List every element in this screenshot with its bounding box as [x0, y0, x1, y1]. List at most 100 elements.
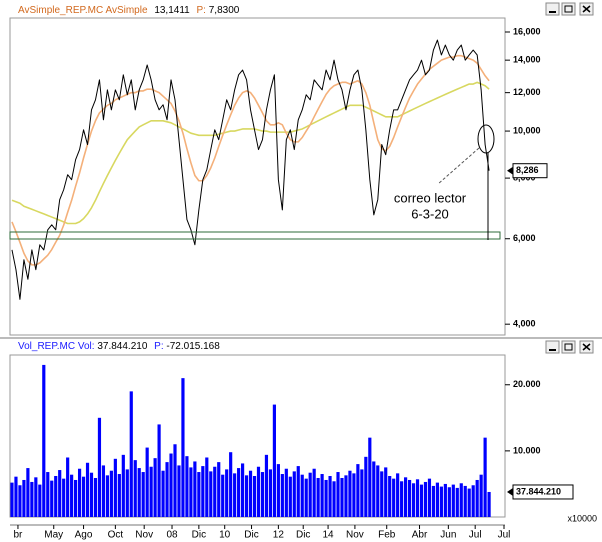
volume-bar	[169, 453, 173, 517]
volume-bar	[296, 466, 300, 517]
price-layer	[11, 39, 490, 300]
volume-bar	[22, 479, 26, 517]
volume-bar	[439, 486, 443, 517]
highlight-ellipse	[477, 124, 495, 154]
volume-bar	[451, 484, 455, 517]
last-value-label: 8,286	[516, 165, 539, 175]
restore-button[interactable]	[561, 2, 576, 16]
volume-bar	[121, 454, 125, 517]
volume-bar	[316, 477, 320, 517]
volume-bar	[411, 483, 416, 517]
volume-bar	[93, 477, 98, 517]
volume-bar	[252, 476, 257, 517]
price-line	[11, 39, 490, 300]
volume-bar	[105, 475, 109, 517]
minimize-button[interactable]	[545, 2, 560, 16]
volume-bar	[396, 473, 400, 517]
volume-bar	[380, 471, 384, 517]
header-p-value: -72.015.168	[166, 341, 220, 352]
volume-bar	[165, 462, 169, 517]
y-tick-label: 10.000	[513, 445, 541, 455]
volume-bar	[46, 472, 50, 517]
price-window-buttons	[545, 2, 594, 16]
volume-bar	[225, 469, 229, 517]
volume-bar	[324, 479, 328, 517]
volume-bar	[77, 468, 82, 517]
pointer-line	[437, 147, 480, 185]
volume-bar	[308, 472, 312, 517]
header-name: AvSimple_REP.MC	[18, 5, 103, 16]
moving-average-line	[11, 54, 490, 266]
volume-bar	[360, 469, 364, 517]
volume-bar	[364, 456, 368, 517]
y-tick-label: 6,000	[513, 233, 536, 243]
volume-bar	[328, 476, 332, 517]
volume-bar	[256, 466, 261, 517]
volume-bar	[344, 475, 348, 517]
volume-bar	[467, 488, 471, 517]
volume-bar	[459, 483, 463, 517]
volume-bar	[26, 468, 30, 517]
volume-bar	[483, 437, 487, 517]
volume-bar	[479, 474, 483, 517]
volume-bar	[38, 484, 42, 517]
volume-layer	[10, 364, 491, 517]
volume-bar	[62, 478, 66, 517]
volume-bar	[30, 481, 34, 517]
volume-bar	[463, 485, 467, 517]
volume-bar	[400, 481, 404, 517]
volume-bar	[74, 479, 78, 517]
y-tick-label: 10,000	[513, 125, 541, 135]
volume-bar	[419, 484, 424, 517]
volume-bar	[129, 391, 133, 517]
restore-button[interactable]	[561, 340, 576, 354]
x-tick-label: Ago	[75, 530, 93, 541]
price-plot-frame	[9, 17, 506, 336]
minimize-button[interactable]	[545, 340, 560, 354]
volume-bar	[332, 481, 336, 517]
volume-bar	[264, 454, 269, 517]
volume-bar	[221, 474, 225, 517]
volume-bar	[101, 465, 106, 517]
header-name: Vol_REP.MC	[18, 341, 75, 352]
volume-bar	[173, 444, 177, 517]
volume-bar	[54, 476, 58, 517]
x-tick-label: Abr	[412, 530, 428, 541]
volume-bar	[320, 474, 324, 517]
volume-bar	[197, 472, 201, 517]
volume-bar	[209, 471, 213, 517]
volume-bar	[229, 452, 233, 517]
volume-bar	[376, 465, 380, 517]
price-header: AvSimple_REP.MC AvSimple 13,1411 P: 7,83…	[18, 5, 240, 16]
volume-bar	[85, 462, 90, 517]
volume-bar	[34, 477, 38, 517]
annotations: correo lector 6-3-20	[9, 124, 501, 240]
volume-bar	[415, 479, 420, 517]
volume-bar	[388, 476, 392, 517]
volume-bar	[280, 474, 284, 517]
volume-bar	[304, 478, 308, 517]
volume-bar	[161, 470, 165, 517]
volume-bar	[241, 463, 245, 517]
volume-bar	[340, 477, 344, 517]
x-tick-label: 08	[166, 530, 178, 541]
volume-bar	[272, 404, 276, 517]
volume-bar	[189, 467, 193, 517]
x-tick-label: May	[44, 530, 63, 541]
volume-bar	[145, 447, 149, 517]
volume-bar	[404, 477, 408, 517]
volume-bar	[455, 487, 459, 517]
volume-bar	[348, 470, 352, 517]
volume-bar	[181, 378, 185, 517]
volume-bar	[185, 456, 189, 517]
volume-bar	[352, 473, 356, 517]
x-tick-label: Oct	[108, 530, 124, 541]
volume-bar	[300, 474, 304, 517]
volume-bar	[81, 476, 86, 517]
y-tick-label: 4,000	[513, 319, 536, 329]
volume-bar	[97, 417, 102, 517]
volume-bar	[423, 481, 428, 517]
volume-bar	[487, 491, 491, 517]
header-value: 13,1411	[154, 5, 190, 16]
